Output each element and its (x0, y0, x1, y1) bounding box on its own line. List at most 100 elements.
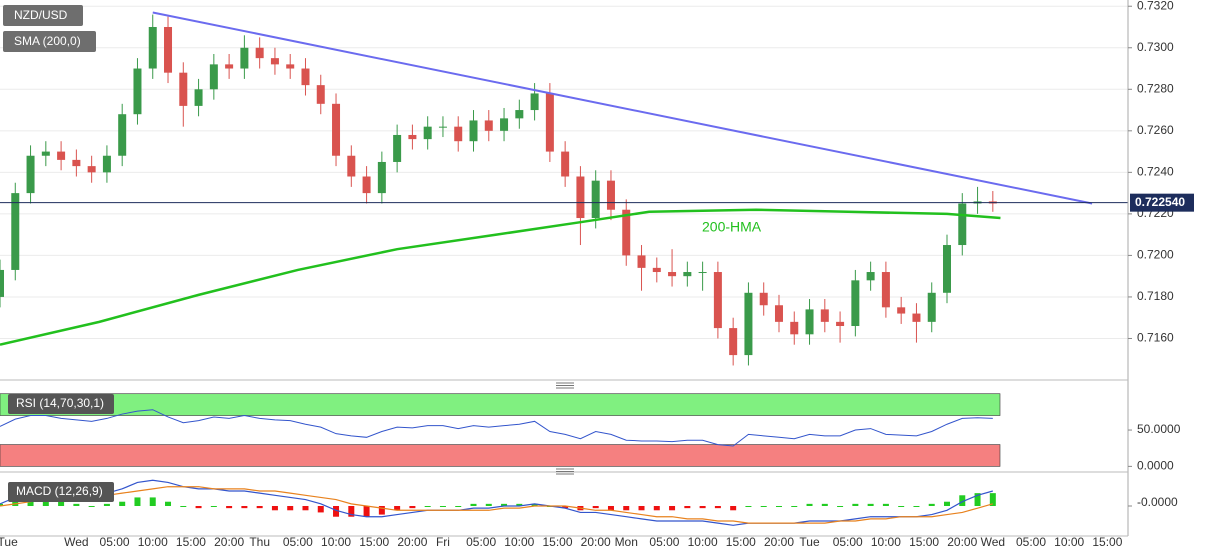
candle-body (332, 103, 341, 156)
candle-body (148, 26, 157, 69)
candle-body (11, 193, 20, 270)
macd-histogram-bar (898, 506, 905, 507)
candle-body (698, 272, 707, 274)
resize-handle[interactable] (556, 468, 574, 475)
x-tick-label: 15:00 (726, 535, 756, 549)
y-tick-label: 0.7300 (1137, 40, 1174, 54)
macd-histogram-bar (913, 506, 920, 507)
y-tick-label: 0.7280 (1137, 81, 1174, 95)
macd-label: MACD (12,26,9) (16, 484, 103, 498)
macd-line (0, 479, 993, 526)
candle-body (87, 166, 96, 173)
macd-histogram-bar (165, 501, 172, 506)
macd-histogram-bar (241, 506, 248, 509)
candle-body (729, 328, 738, 356)
candle-body (622, 209, 631, 256)
candle-body (255, 47, 264, 59)
x-tick-label: Tue (799, 535, 820, 549)
x-tick-label: 15:00 (176, 535, 206, 549)
candle-body (958, 203, 967, 246)
current-price-box (1130, 193, 1194, 212)
x-tick-label: 15:00 (359, 535, 389, 549)
x-tick-label: 05:00 (1016, 535, 1046, 549)
macd-histogram-bar (638, 506, 645, 511)
candle-body (225, 64, 234, 69)
candle-body (591, 180, 600, 219)
rsi-label: RSI (14,70,30,1) (16, 396, 104, 410)
rsi-line (0, 409, 993, 447)
candle-body (820, 309, 829, 322)
macd-histogram-bar (959, 495, 966, 506)
x-tick-label: 05:00 (100, 535, 130, 549)
y-tick-label: 0.7200 (1137, 248, 1174, 262)
candle-body (362, 176, 371, 194)
macd-histogram-bar (730, 506, 737, 511)
candle-body (301, 68, 310, 86)
x-tick-label: Fri (436, 535, 450, 549)
macd-histogram-bar (760, 506, 767, 507)
macd-histogram-bar (669, 506, 676, 511)
macd-histogram-bar (470, 503, 477, 506)
candle-body (454, 126, 463, 142)
macd-histogram-bar (226, 506, 233, 509)
x-tick-label: 20:00 (214, 535, 244, 549)
candle-body (652, 267, 661, 273)
macd-histogram-bar (12, 499, 19, 506)
macd-histogram-bar (210, 506, 217, 507)
macd-histogram-bar (607, 506, 614, 511)
macd-histogram-bar (745, 506, 752, 507)
macd-histogram-bar (256, 506, 263, 509)
candle-body (744, 292, 753, 356)
candle-body (438, 126, 447, 128)
candle-body (377, 161, 386, 194)
macd-histogram-bar (791, 506, 798, 507)
x-tick-label: 05:00 (833, 535, 863, 549)
candle-body (561, 151, 570, 177)
candle-body (851, 280, 860, 327)
legend-box[interactable] (3, 5, 83, 26)
candle-body (469, 120, 478, 142)
macd-histogram-bar (852, 503, 859, 506)
candle-body (26, 155, 35, 194)
macd-histogram-bar (302, 506, 309, 511)
x-tick-label: 10:00 (504, 535, 534, 549)
candle-body (347, 155, 356, 177)
candle-body (209, 64, 218, 90)
candle-body (606, 180, 615, 210)
x-tick-label: Tue (0, 535, 18, 549)
macd-histogram-bar (531, 503, 538, 506)
candle-body (408, 134, 417, 140)
candle-body (668, 272, 677, 277)
candle-body (164, 26, 173, 73)
candle-body (286, 64, 295, 69)
resize-handle[interactable] (556, 382, 574, 389)
macd-histogram-bar (363, 506, 370, 517)
x-tick-label: 20:00 (581, 535, 611, 549)
macd-histogram-bar (837, 506, 844, 507)
x-tick-label: 10:00 (871, 535, 901, 549)
x-tick-label: 10:00 (688, 535, 718, 549)
macd-histogram-bar (699, 506, 706, 509)
current-price-label: 0.722540 (1135, 195, 1185, 209)
macd-histogram-bar (195, 506, 202, 509)
legend-box[interactable] (8, 482, 114, 502)
x-tick-label: 10:00 (138, 535, 168, 549)
x-tick-label: 05:00 (283, 535, 313, 549)
signal-line (0, 486, 993, 524)
legend-box[interactable] (8, 394, 114, 414)
candle-body (102, 155, 111, 173)
candle-body (530, 93, 539, 111)
macd-histogram-bar (653, 506, 660, 511)
legend-box[interactable] (3, 31, 96, 52)
macd-histogram-bar (58, 499, 65, 506)
macd-histogram-bar (516, 503, 523, 506)
macd-histogram-bar (409, 506, 416, 509)
candle-body (790, 321, 799, 335)
x-tick-label: Mon (615, 535, 638, 549)
macd-histogram-bar (944, 501, 951, 506)
macd-histogram-bar (317, 506, 324, 513)
candle-body (133, 68, 142, 115)
macd-histogram-bar (684, 506, 691, 509)
symbol-label: NZD/USD (14, 8, 68, 22)
x-tick-label: 15:00 (909, 535, 939, 549)
